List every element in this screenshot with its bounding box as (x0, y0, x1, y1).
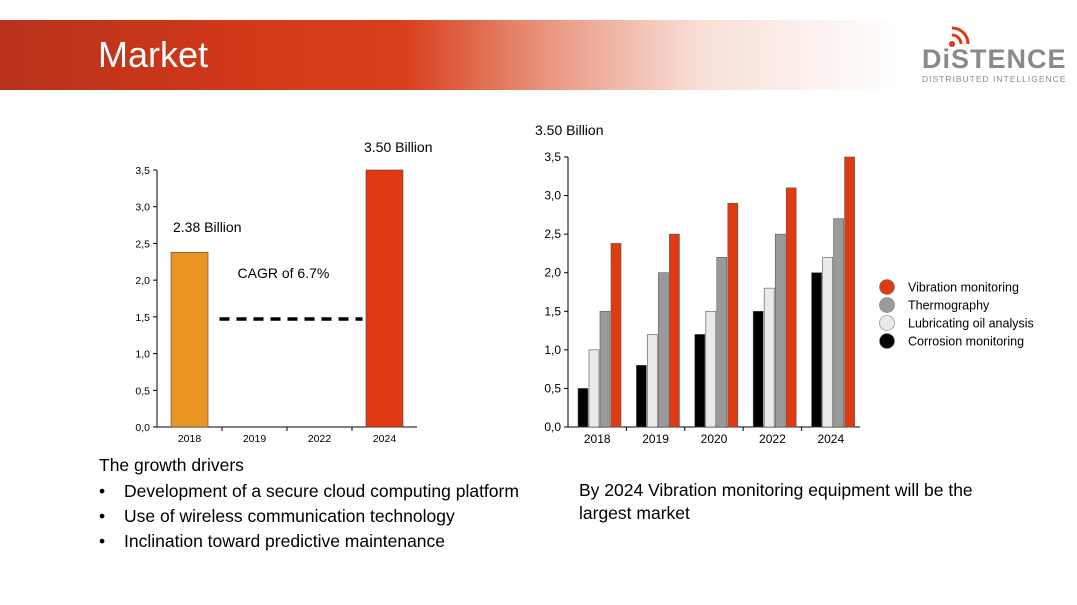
y-tick-label: 0,5 (135, 385, 150, 397)
bar-thermography (658, 272, 669, 428)
x-tick-label: 2019 (642, 432, 669, 446)
x-tick-label: 2020 (701, 432, 728, 446)
bar-thermography (774, 233, 786, 428)
segment-chart: 3.50 Billion 0,0 0,5 1,0 1,5 2,0 2,5 3,0 3,5 2018… (535, 122, 1034, 446)
chart-title: 3.50 Billion (535, 122, 604, 138)
bar-2018 (170, 251, 209, 428)
drivers-list: Development of a secure cloud computing … (99, 481, 519, 552)
bar-corrosion-monitoring (752, 310, 764, 428)
list-item: Inclination toward predictive maintenanc… (99, 531, 519, 552)
y-tick-label: 1,5 (544, 304, 561, 318)
drivers-heading: The growth drivers (99, 455, 244, 475)
company-logo: DiSTENCE DISTRIBUTED INTELLIGENCE (918, 22, 1067, 88)
bar-lubricating-oil-analysis (647, 334, 658, 428)
bar-corrosion-monitoring (636, 364, 647, 428)
bar-lubricating-oil-analysis (705, 310, 717, 428)
y-tick-label: 1,5 (135, 312, 150, 324)
cagr-label: CAGR of 6.7% (238, 265, 330, 281)
bar-vibration-monitoring (610, 243, 622, 428)
y-tick-label: 2,5 (135, 238, 150, 250)
y-tick-label: 0,0 (544, 420, 561, 434)
list-item: Use of wireless communication technology (99, 506, 519, 527)
x-tick-label: 2024 (817, 432, 844, 446)
y-tick-label: 3,5 (544, 150, 561, 164)
bar-vibration-monitoring (727, 202, 739, 428)
signal-icon (949, 26, 970, 47)
bar-lubricating-oil-analysis (588, 349, 600, 428)
bar-corrosion-monitoring (577, 388, 589, 428)
y-tick-label: 3,0 (544, 189, 561, 203)
x-tick-label: 2024 (373, 433, 397, 445)
logo-wordmark: DiSTENCE (922, 44, 1067, 74)
y-tick-label: 1,0 (135, 349, 150, 361)
bar-thermography (833, 218, 844, 428)
x-tick-label: 2019 (243, 433, 267, 445)
x-tick-label: 2018 (178, 433, 202, 445)
y-tick-label: 2,0 (544, 266, 561, 280)
list-item: Development of a secure cloud computing … (99, 481, 519, 502)
y-tick-label: 1,0 (544, 343, 561, 357)
y-tick-label: 2,0 (135, 275, 150, 287)
slide-title: Market (98, 34, 209, 75)
legend-label: Vibration monitoring (908, 281, 1019, 295)
x-tick-label: 2018 (584, 432, 611, 446)
title-banner (0, 20, 900, 90)
logo-tagline: DISTRIBUTED INTELLIGENCE (922, 74, 1067, 84)
y-tick-label: 2,5 (544, 227, 561, 241)
data-label-2024: 3.50 Billion (364, 139, 433, 155)
y-tick-label: 0,5 (544, 381, 561, 395)
legend-marker (879, 279, 895, 295)
legend-label: Corrosion monitoring (908, 335, 1024, 349)
bar-lubricating-oil-analysis (763, 287, 775, 428)
bar-corrosion-monitoring (811, 272, 822, 428)
bar-thermography (716, 256, 728, 428)
bar-vibration-monitoring (785, 187, 797, 428)
x-tick-label: 2022 (308, 433, 332, 445)
bar-corrosion-monitoring (694, 334, 706, 428)
bar-2024 (365, 169, 404, 428)
market-size-chart: 0,0 0,5 1,0 1,5 2,0 2,5 3,0 3,5 2018 2019 2022 2024… (135, 139, 433, 445)
legend-marker (879, 297, 895, 313)
y-tick-label: 3,0 (135, 202, 150, 214)
bar-vibration-monitoring (669, 233, 680, 428)
conclusion-text: By 2024 Vibration monitoring equipment w… (579, 480, 973, 524)
y-tick-label: 3,5 (135, 165, 150, 177)
legend-marker (879, 333, 895, 349)
y-tick-label: 0,0 (135, 422, 150, 434)
x-tick-label: 2022 (759, 432, 786, 446)
bar-vibration-monitoring (844, 156, 855, 428)
legend-label: Lubricating oil analysis (908, 317, 1034, 331)
legend-marker (879, 315, 895, 331)
bar-lubricating-oil-analysis (822, 256, 833, 428)
legend-label: Thermography (908, 299, 990, 313)
bar-thermography (599, 310, 611, 428)
growth-drivers: The growth drivers Development of a secu… (99, 455, 519, 556)
data-label-2018: 2.38 Billion (173, 219, 242, 235)
